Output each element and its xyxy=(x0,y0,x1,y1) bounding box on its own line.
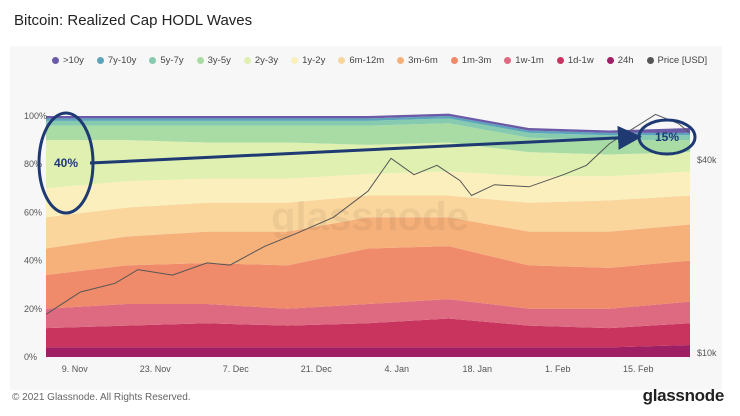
legend-swatch xyxy=(149,57,157,64)
legend-swatch xyxy=(450,57,458,64)
legend-swatch xyxy=(646,57,654,64)
copyright-footer: © 2021 Glassnode. All Rights Reserved. xyxy=(12,392,191,403)
glassnode-logo: glassnode xyxy=(642,386,725,405)
legend-swatch xyxy=(291,57,299,64)
y-tick-label: 80% xyxy=(24,159,42,169)
y-tick-label: 40% xyxy=(24,256,42,266)
legend-item[interactable]: 1d-1w xyxy=(556,55,594,66)
legend-label: 5y-7y xyxy=(160,55,184,66)
area-1m-3m xyxy=(46,246,690,309)
area-1d-1w xyxy=(46,318,690,348)
x-tick-label: 1. Feb xyxy=(545,364,571,374)
legend-item[interactable]: 3m-6m xyxy=(397,55,438,66)
x-tick-label: 23. Nov xyxy=(140,364,172,374)
legend-label: 1m-3m xyxy=(461,55,492,66)
legend-item[interactable]: >10y xyxy=(52,55,84,66)
x-tick-label: 15. Feb xyxy=(623,364,654,374)
legend-label: >10y xyxy=(63,55,84,66)
legend-label: 3y-5y xyxy=(207,55,231,66)
area-3y-5y xyxy=(46,123,690,155)
legend-swatch xyxy=(243,57,251,64)
legend-label: 24h xyxy=(617,55,634,66)
legend-label: Price [USD] xyxy=(657,55,708,66)
x-tick-label: 18. Jan xyxy=(462,364,492,374)
legend-item[interactable]: 2y-3y xyxy=(243,55,279,66)
legend: >10y 7y-10y 5y-7y 3y-5y 2y-3y 1y-2y 6m-12m 3m-6… xyxy=(52,55,720,66)
x-tick-label: 9. Nov xyxy=(62,364,89,374)
area-1w-1m xyxy=(46,299,690,329)
legend-swatch xyxy=(397,57,405,64)
x-tick-label: 21. Dec xyxy=(301,364,333,374)
area-7y-10y xyxy=(46,116,690,136)
legend-swatch xyxy=(196,57,204,64)
legend-label: 1y-2y xyxy=(302,55,326,66)
y2-tick-label: $10k xyxy=(697,348,717,358)
x-tick-label: 7. Dec xyxy=(223,364,250,374)
legend-item[interactable]: 1y-2y xyxy=(291,55,325,66)
legend-swatch xyxy=(338,57,346,64)
legend-label: 7y-10y xyxy=(107,55,137,66)
x-tick-label: 4. Jan xyxy=(384,364,409,374)
price-line xyxy=(45,113,691,315)
legend-item[interactable]: 1m-3m xyxy=(450,55,492,66)
y-tick-label: 60% xyxy=(24,207,42,217)
area-1y-2y xyxy=(46,171,690,218)
annotation-arrow xyxy=(89,125,642,165)
annotation-label-left: 40% xyxy=(54,156,78,170)
legend-swatch xyxy=(504,57,512,64)
legend-label: 2y-3y xyxy=(254,55,279,66)
legend-item[interactable]: 3y-5y xyxy=(196,55,231,66)
legend-item[interactable]: 24h xyxy=(606,55,634,66)
area-5y-7y xyxy=(46,118,690,141)
legend-swatch xyxy=(606,57,614,64)
area-24h xyxy=(46,344,690,357)
legend-item[interactable]: 1w-1m xyxy=(504,55,544,66)
legend-label: 1d-1w xyxy=(567,55,594,66)
annotation-label-right: 15% xyxy=(655,130,679,144)
legend-swatch xyxy=(556,57,564,64)
y-tick-label: 20% xyxy=(24,304,42,314)
chart-title: Bitcoin: Realized Cap HODL Waves xyxy=(14,12,253,29)
legend-item[interactable]: Price [USD] xyxy=(646,55,708,66)
y-tick-label: 0% xyxy=(24,352,37,362)
legend-item[interactable]: 6m-12m xyxy=(338,55,384,66)
legend-swatch xyxy=(96,57,104,64)
legend-item[interactable]: 7y-10y xyxy=(96,55,137,66)
area-6m-12m xyxy=(46,195,690,249)
legend-label: 3m-6m xyxy=(408,55,438,66)
legend-label: 6m-12m xyxy=(349,55,385,66)
area->10y xyxy=(46,113,690,133)
legend-swatch xyxy=(52,57,59,64)
y-tick-label: 100% xyxy=(24,111,47,121)
area-2y-3y xyxy=(46,140,690,189)
watermark: glassnode xyxy=(271,195,469,239)
y2-tick-label: $40k xyxy=(697,155,717,165)
legend-label: 1w-1m xyxy=(515,55,544,66)
legend-item[interactable]: 5y-7y xyxy=(149,55,184,66)
